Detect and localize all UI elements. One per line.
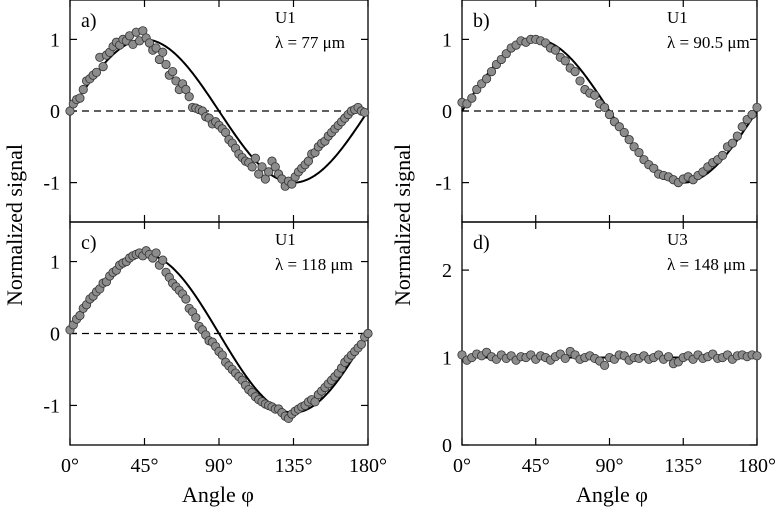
y-tick-label: 0 — [50, 324, 60, 346]
chart-panel-4: 0 1 2 0° 45° 90° 135° 180° d) U3 λ = 148 μm — [442, 221, 776, 477]
data-point — [78, 84, 88, 95]
y-tick-label: -1 — [435, 173, 452, 195]
data-point — [550, 45, 561, 55]
panels: -1 0 1 a) U1 λ = 77 μm -1 0 1 b) U1 λ = 90.5 μm -1 0 1… — [43, 0, 776, 477]
data-point — [619, 127, 629, 138]
panel-label: c) — [81, 232, 97, 254]
data-point — [752, 351, 762, 361]
data-point — [181, 294, 191, 304]
y-axis-label-left: Normalized signal — [2, 144, 27, 306]
sample-label: U3 — [667, 230, 688, 249]
data-point — [604, 109, 615, 120]
wavelength-label: λ = 148 μm — [667, 255, 745, 274]
wavelength-label: λ = 90.5 μm — [667, 33, 750, 52]
data-point — [467, 93, 477, 103]
data-point — [663, 352, 674, 362]
data-point — [75, 93, 85, 103]
wavelength-label: λ = 77 μm — [275, 33, 345, 52]
data-point — [624, 135, 634, 145]
data-point — [560, 353, 570, 364]
y-tick-label: -1 — [43, 395, 60, 417]
data-point — [264, 167, 274, 177]
wavelength-label: λ = 118 μm — [275, 255, 353, 274]
data-point — [752, 102, 762, 113]
data-point — [486, 67, 497, 77]
data-point — [158, 255, 168, 265]
data-point — [161, 59, 171, 70]
sample-label: U1 — [275, 230, 296, 249]
sample-label: U1 — [667, 8, 688, 27]
y-tick-label: 1 — [50, 29, 60, 51]
x-tick-label: 180° — [349, 455, 387, 477]
y-tick-label: 1 — [442, 348, 452, 370]
data-point — [151, 43, 161, 53]
chart-panel-2: -1 0 1 b) U1 λ = 90.5 μm — [435, 0, 762, 223]
data-point — [732, 131, 742, 141]
data-point — [98, 61, 108, 72]
y-tick-label: -1 — [43, 173, 60, 195]
x-axis-label-right: Angle φ — [576, 482, 648, 507]
x-tick-label: 90° — [596, 455, 624, 477]
data-point — [360, 107, 370, 118]
data-point — [247, 162, 257, 172]
data-point — [590, 90, 600, 100]
x-tick-label: 45° — [131, 455, 159, 477]
x-tick-label: 0° — [61, 455, 79, 477]
x-tick-label: 90° — [205, 455, 233, 477]
data-point — [363, 328, 373, 339]
data-point — [250, 153, 261, 163]
y-tick-label: 1 — [50, 252, 60, 274]
data-point — [599, 102, 610, 113]
x-tick-label: 135° — [275, 455, 313, 477]
x-tick-label: 135° — [664, 455, 702, 477]
x-tick-label: 0° — [453, 455, 471, 477]
data-point — [727, 138, 738, 148]
y-tick-label: 0 — [442, 101, 452, 123]
chart-panel-1: -1 0 1 a) U1 λ = 77 μm — [43, 0, 370, 223]
data-point — [151, 248, 161, 258]
data-point — [634, 147, 644, 158]
x-tick-label: 45° — [522, 455, 550, 477]
data-point — [717, 150, 728, 160]
data-point — [560, 56, 570, 66]
panel-label: b) — [473, 10, 490, 32]
y-tick-label: 0 — [442, 435, 452, 457]
y-tick-label: 1 — [442, 29, 452, 51]
data-point — [570, 67, 580, 77]
data-point — [737, 122, 747, 132]
data-point — [257, 162, 267, 172]
data-point — [191, 313, 201, 323]
y-axis-label-right: Normalized signal — [390, 144, 415, 306]
x-axis-label-left: Angle φ — [182, 482, 254, 507]
data-point — [575, 76, 585, 86]
data-point — [91, 67, 102, 77]
x-tick-label: 180° — [738, 455, 776, 477]
data-point — [184, 92, 194, 102]
data-point — [599, 360, 610, 371]
y-tick-label: 0 — [50, 101, 60, 123]
data-point — [747, 109, 757, 120]
panel-label: d) — [473, 232, 490, 254]
panel-label: a) — [81, 10, 97, 32]
chart-panel-3: -1 0 1 0° 45° 90° 135° 180° c) U1 λ = 118 μm — [43, 221, 387, 477]
data-point — [158, 47, 168, 57]
data-point — [168, 67, 178, 77]
sample-label: U1 — [275, 8, 296, 27]
y-tick-label: 2 — [442, 260, 452, 282]
data-point — [481, 74, 492, 84]
